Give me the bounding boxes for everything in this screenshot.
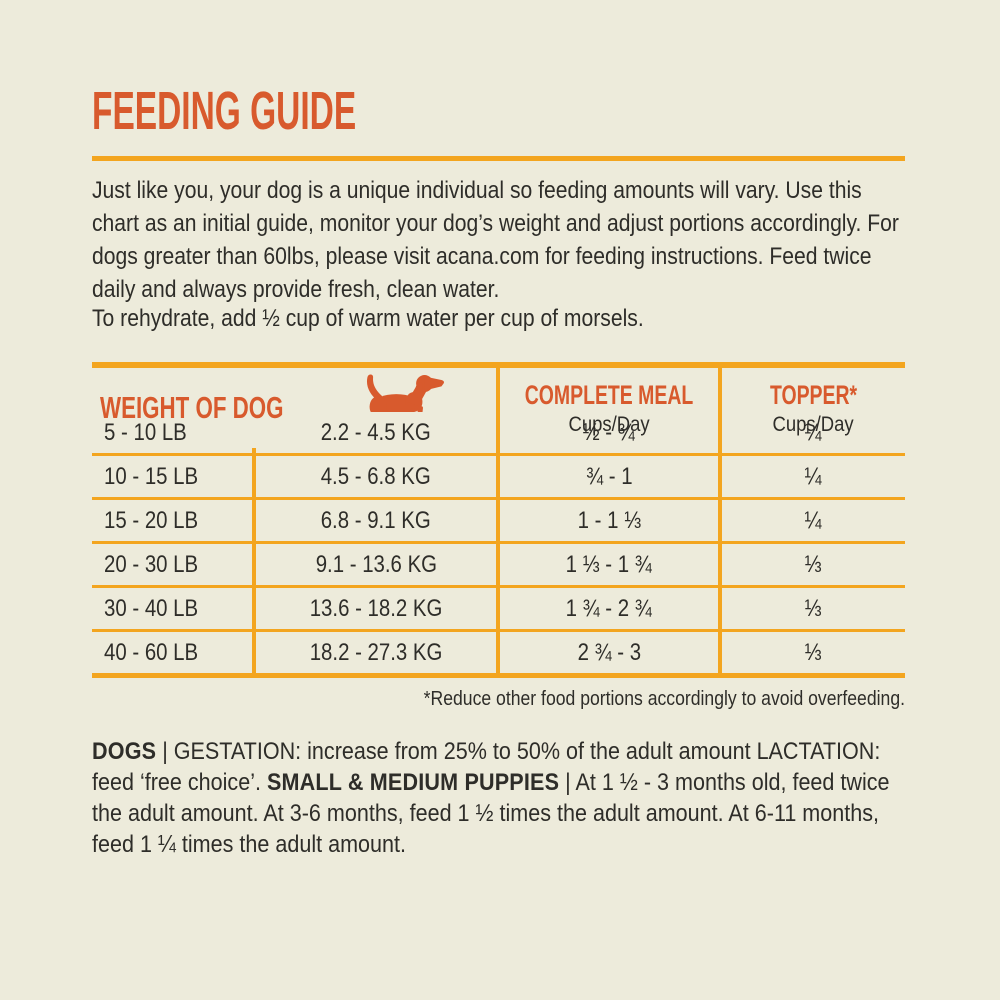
weight-kg-cell: 6.8 - 9.1 KG [256,500,496,541]
feeding-table: WEIGHT OF DOG [92,362,905,678]
page-title: FEEDING GUIDE [92,81,357,141]
complete-meal-cell: ½ - ¾ [500,412,718,453]
complete-meal-cell: 2 ¾ - 3 [500,632,718,673]
weight-kg-cell: 2.2 - 4.5 KG [256,412,496,453]
weight-lb-cell: 30 - 40 LB [92,588,252,629]
topper-cell: ¼ [722,412,905,453]
complete-meal-cell: ¾ - 1 [500,456,718,497]
complete-meal-cell: 1 - 1 ⅓ [500,500,718,541]
complete-meal-header: COMPLETE MEAL Cups/Day [500,368,718,448]
topper-cell: ⅓ [722,588,905,629]
topper-cell: ⅓ [722,632,905,673]
weight-kg-cell: 4.5 - 6.8 KG [256,456,496,497]
weight-kg-cell: 18.2 - 27.3 KG [256,632,496,673]
topper-cell: ¼ [722,500,905,541]
topper-cell: ¼ [722,456,905,497]
topper-units: Cups/Day [772,412,855,436]
complete-meal-cell: 1 ⅓ - 1 ¾ [500,544,718,585]
topper-label: TOPPER* [769,379,858,410]
weight-lb-cell: 40 - 60 LB [92,632,252,673]
weight-of-dog-label: WEIGHT OF DOG [100,390,284,425]
complete-meal-label: COMPLETE MEAL [524,379,694,410]
topper-cell: ⅓ [722,544,905,585]
intro-paragraph: Just like you, your dog is a unique indi… [92,177,899,303]
weight-kg-cell: 9.1 - 13.6 KG [256,544,496,585]
rehydrate-note: To rehydrate, add ½ cup of warm water pe… [92,305,644,332]
complete-meal-units: Cups/Day [568,412,650,436]
complete-meal-cell: 1 ¾ - 2 ¾ [500,588,718,629]
weight-lb-cell: 20 - 30 LB [92,544,252,585]
notes-paragraph: DOGS | GESTATION: increase from 25% to 5… [92,738,890,858]
weight-kg-cell: 13.6 - 18.2 KG [256,588,496,629]
table-footnote: *Reduce other food portions accordingly … [423,688,905,710]
title-divider [92,156,905,161]
weight-lb-cell: 10 - 15 LB [92,456,252,497]
weight-lb-cell: 5 - 10 LB [92,412,252,453]
weight-lb-cell: 15 - 20 LB [92,500,252,541]
